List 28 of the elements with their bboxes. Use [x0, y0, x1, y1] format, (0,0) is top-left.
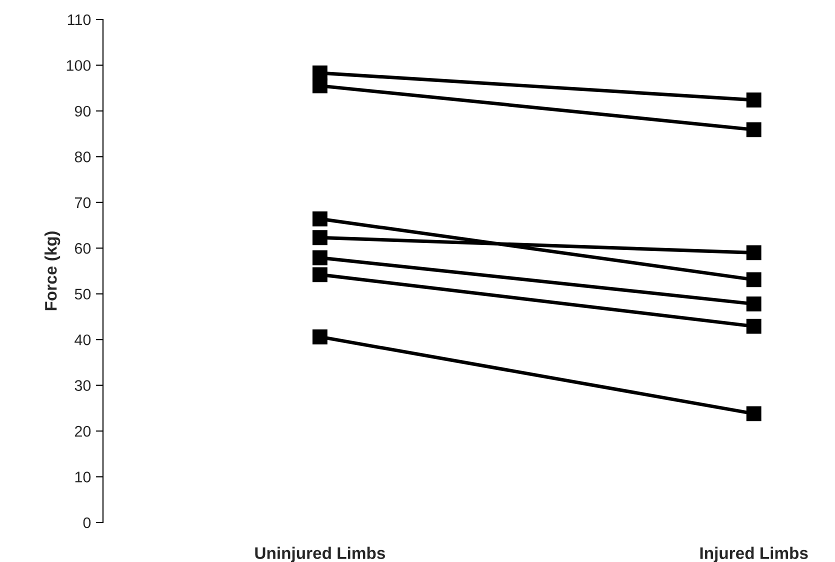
- point: [312, 78, 328, 94]
- y-axis-title: Force (kg): [44, 232, 60, 310]
- y-tick-label: 110: [68, 14, 91, 26]
- y-tick-label: 0: [83, 517, 91, 528]
- point: [746, 296, 762, 312]
- point: [312, 267, 328, 282]
- point: [746, 122, 762, 138]
- y-tick-label: 80: [74, 152, 91, 162]
- point: [312, 329, 328, 344]
- y-tick-label: 20: [74, 426, 91, 437]
- y-tick-label: 30: [74, 380, 91, 392]
- x-tick-label: Uninjured Limbs: [255, 546, 386, 562]
- point: [746, 318, 762, 334]
- y-tick-label: 70: [74, 197, 91, 208]
- x-tick-label: Injured Limbs: [700, 546, 808, 562]
- point: [746, 245, 762, 260]
- point: [312, 211, 328, 226]
- point: [746, 272, 762, 288]
- y-tick-label: 60: [74, 243, 91, 254]
- point: [312, 230, 328, 246]
- point: [312, 250, 328, 266]
- y-tick-label: 40: [74, 334, 91, 346]
- point: [746, 406, 762, 422]
- y-tick-label: 50: [74, 288, 91, 300]
- y-tick-label: 90: [74, 106, 91, 117]
- point: [746, 92, 762, 108]
- y-tick-label: 10: [75, 472, 91, 482]
- y-tick-label: 100: [66, 60, 91, 71]
